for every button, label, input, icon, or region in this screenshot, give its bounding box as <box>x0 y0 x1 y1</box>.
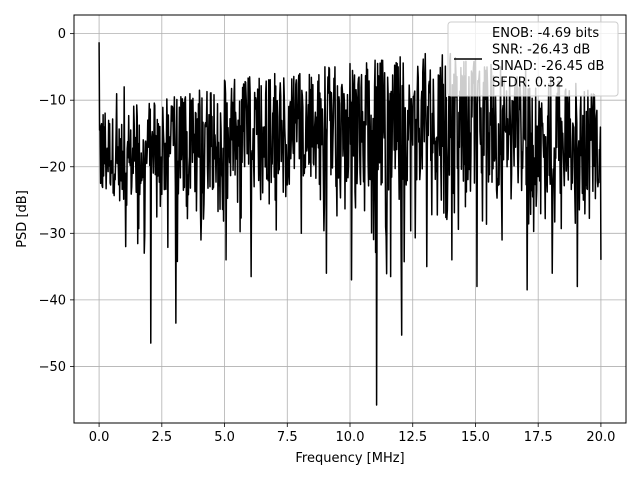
x-tick-label: 15.0 <box>461 430 490 445</box>
legend-entry-snr: SNR: -26.43 dB <box>492 43 590 58</box>
x-tick-label: 0.0 <box>89 430 110 445</box>
y-tick-label: −20 <box>39 160 66 175</box>
legend-entry-sinad: SINAD: -26.45 dB <box>492 59 604 74</box>
x-tick-label: 5.0 <box>214 430 235 445</box>
x-tick-label: 20.0 <box>586 430 615 445</box>
y-tick-label: 0 <box>58 27 66 42</box>
legend-entry-sfdr: SFDR: 0.32 <box>492 76 564 91</box>
x-tick-label: 12.5 <box>398 430 427 445</box>
y-tick-label: −40 <box>39 293 66 308</box>
legend: ENOB: -4.69 bits SNR: -26.43 dB SINAD: -… <box>447 21 619 97</box>
legend-box <box>447 21 619 97</box>
x-tick-label: 10.0 <box>336 430 365 445</box>
legend-entry-enob: ENOB: -4.69 bits <box>492 26 599 41</box>
legend-text: ENOB: -4.69 bits SNR: -26.43 dB SINAD: -… <box>492 26 609 91</box>
psd-series-line <box>98 42 602 406</box>
plot-area <box>98 42 602 406</box>
y-tick-label: −10 <box>39 94 66 109</box>
axis-ticks: 0.0 2.5 5.0 7.5 10.0 12.5 15.0 17.5 20.0 0 −10 −20 −… <box>39 27 616 445</box>
x-axis-label: Frequency [MHz] <box>295 451 404 466</box>
x-tick-label: 2.5 <box>151 430 172 445</box>
x-tick-label: 7.5 <box>277 430 298 445</box>
x-tick-label: 17.5 <box>524 430 553 445</box>
y-tick-label: −30 <box>39 227 66 242</box>
y-tick-label: −50 <box>39 360 66 375</box>
y-axis-label: PSD [dB] <box>15 190 30 248</box>
